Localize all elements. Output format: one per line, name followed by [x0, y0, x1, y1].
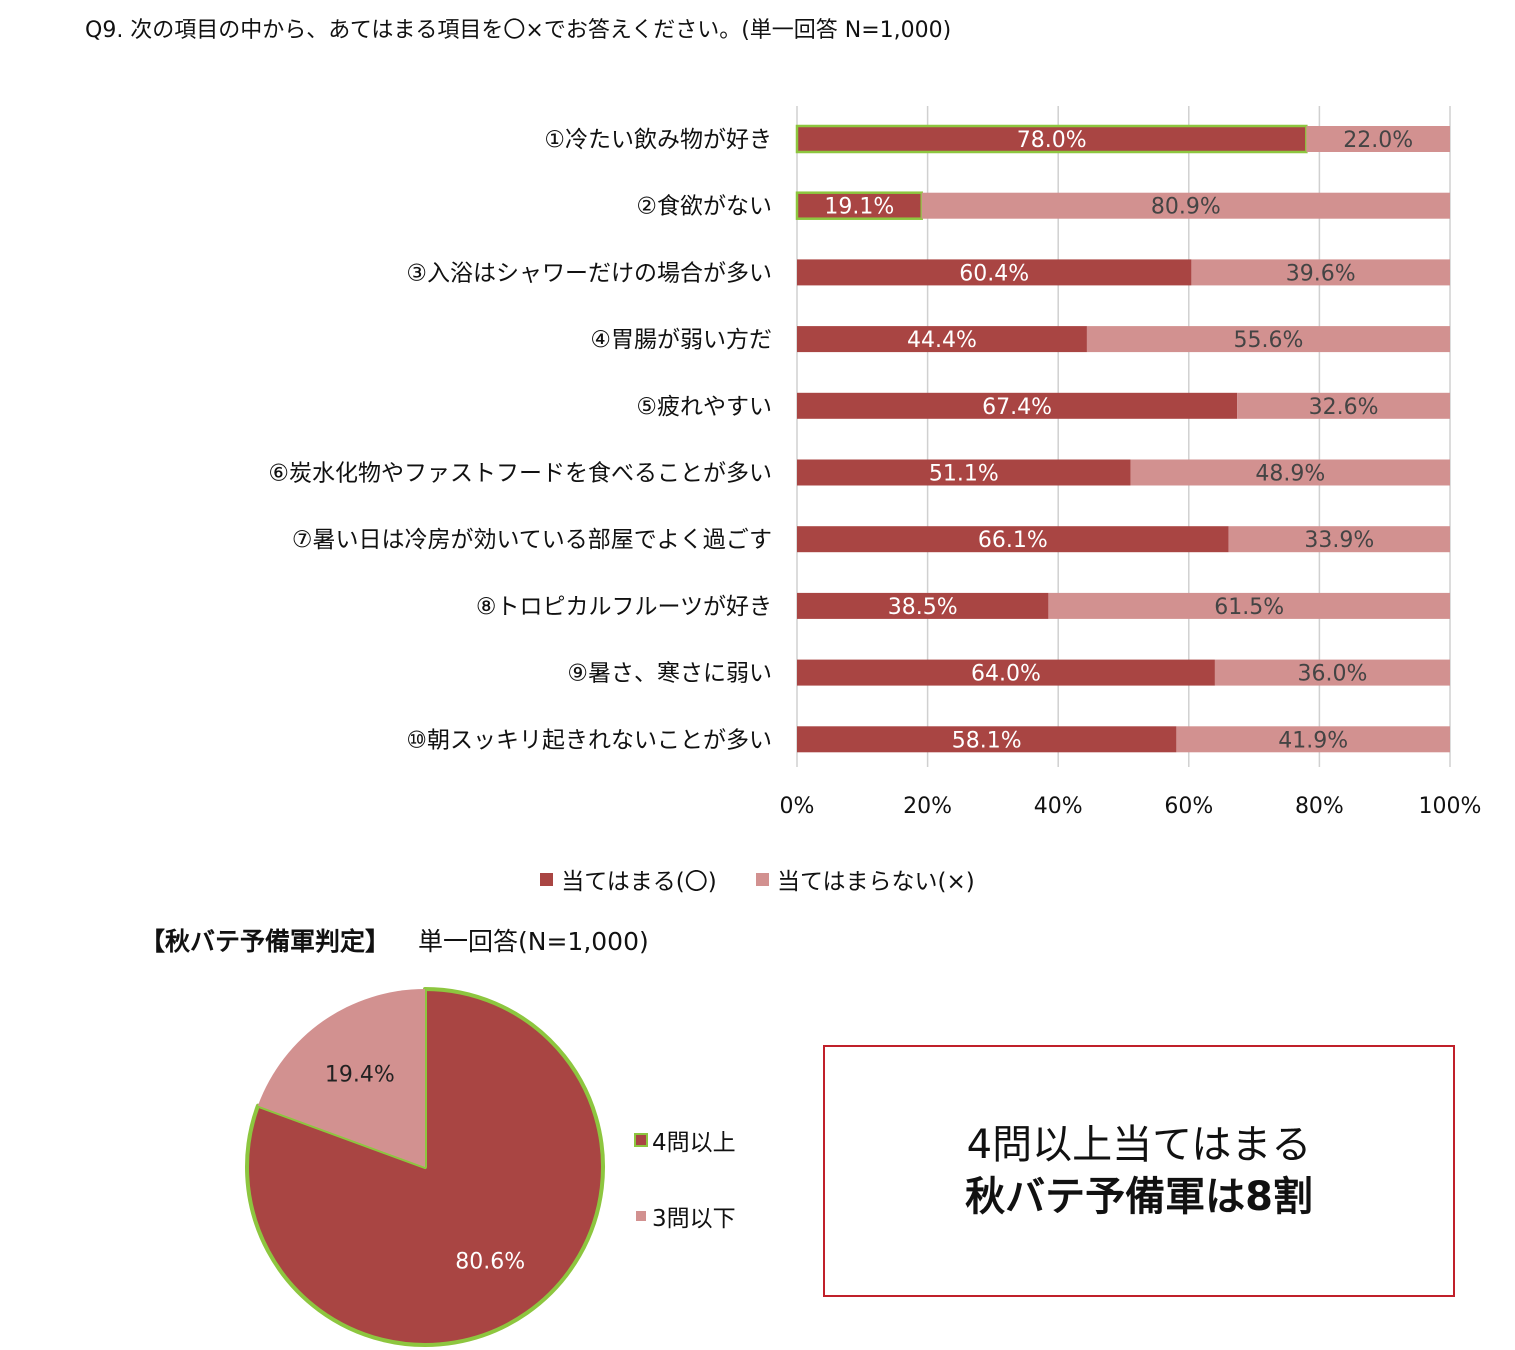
pie-slice-3minus: [257, 989, 425, 1167]
bar-segment-no: [1130, 459, 1450, 486]
pie-title-block: 【秋バテ予備軍判定】 単一回答(N=1,000): [140, 922, 649, 958]
bar-segment-no: [1048, 592, 1450, 619]
category-label: ⑥炭水化物やファストフードを食べることが多い: [268, 461, 772, 487]
bar-segment-yes: [795, 191, 923, 220]
bar-segment-yes: [797, 592, 1049, 619]
bar-segment-no: [921, 192, 1450, 219]
stacked-bar-chart: 0% 20% 40% 60% 80% 100% ①冷たい飲み物が好き 78.0% 22.0% ②食…: [268, 106, 1482, 819]
legend-swatch-no: [756, 872, 770, 886]
bar-chart-legend: 当てはまる(〇) 当てはまらない(×): [0, 862, 1515, 896]
bar-segment-no: [1228, 526, 1450, 553]
callout-line-2: 秋バテ予備軍は8割: [965, 1174, 1313, 1220]
bar-segment-no: [1086, 326, 1450, 353]
category-label: ⑤疲れやすい: [636, 394, 772, 420]
data-label-no: 32.6%: [1309, 395, 1379, 420]
pie-legend-label-4plus: 4問以上: [652, 1130, 736, 1156]
pie-slice-4plus: [245, 987, 605, 1347]
bar-segment-yes: [797, 459, 1131, 486]
data-label-yes: 64.0%: [971, 662, 1041, 687]
x-tick-label: 20%: [903, 794, 952, 819]
category-label: ③入浴はシャワーだけの場合が多い: [406, 260, 772, 286]
data-label-no: 33.9%: [1304, 528, 1374, 553]
x-tick-label: 40%: [1034, 794, 1083, 819]
pie-legend-swatch-3minus: [636, 1211, 646, 1221]
category-label: ④胃腸が弱い方だ: [590, 327, 772, 353]
bar-segment-no: [1306, 126, 1450, 152]
pie-label-4plus: 80.6%: [455, 1249, 525, 1274]
pie-legend-item-4plus: 4問以上: [634, 1125, 736, 1156]
data-label-yes: 58.1%: [952, 728, 1022, 753]
pie-chart: 80.6% 19.4%: [245, 987, 605, 1347]
bar-segment-yes: [797, 326, 1087, 353]
data-label-no: 39.6%: [1286, 261, 1356, 286]
data-label-no: 48.9%: [1255, 462, 1325, 487]
bar-segment-no: [1214, 659, 1450, 686]
data-label-no: 22.0%: [1343, 128, 1413, 153]
data-label-yes: 60.4%: [959, 261, 1029, 286]
legend-label-no: 当てはまらない(×): [777, 869, 975, 895]
pie-title: 【秋バテ予備軍判定】: [140, 927, 391, 956]
data-label-yes: 19.1%: [824, 195, 894, 220]
x-tick-label: 80%: [1295, 794, 1344, 819]
data-label-yes: 51.1%: [929, 462, 999, 487]
data-label-no: 80.9%: [1151, 195, 1221, 220]
bar-segment-yes: [797, 392, 1238, 419]
callout-box: 4問以上当てはまる 秋バテ予備軍は8割: [823, 1045, 1455, 1297]
data-label-no: 55.6%: [1234, 328, 1304, 353]
data-label-yes: 38.5%: [888, 595, 958, 620]
callout-line-1: 4問以上当てはまる: [966, 1122, 1312, 1168]
x-tick-label: 60%: [1164, 794, 1213, 819]
x-tick-label: 0%: [780, 794, 815, 819]
data-label-no: 61.5%: [1214, 595, 1284, 620]
legend-label-yes: 当てはまる(〇): [561, 869, 717, 895]
pie-label-3minus: 19.4%: [325, 1063, 395, 1088]
data-label-yes: 78.0%: [1017, 128, 1087, 153]
data-label-yes: 66.1%: [978, 528, 1048, 553]
data-label-no: 36.0%: [1298, 662, 1368, 687]
legend-item-no: 当てはまらない(×): [756, 862, 975, 896]
data-label-yes: 67.4%: [982, 395, 1052, 420]
legend-swatch-yes: [540, 872, 554, 886]
category-label: ①冷たい飲み物が好き: [544, 127, 772, 153]
category-label: ⑩朝スッキリ起きれないことが多い: [406, 727, 772, 753]
x-tick-label: 100%: [1419, 794, 1482, 819]
pie-legend-label-3minus: 3問以下: [652, 1206, 736, 1232]
bar-segment-no: [1176, 726, 1450, 753]
bar-segment-yes: [797, 726, 1177, 753]
question-title: Q9. 次の項目の中から、あてはまる項目を〇×でお答えください。(単一回答 N=…: [85, 18, 952, 43]
data-label-yes: 44.4%: [907, 328, 977, 353]
bar-segment-no: [1191, 259, 1450, 286]
pie-subtitle: 単一回答(N=1,000): [418, 927, 649, 956]
category-label: ⑧トロピカルフルーツが好き: [476, 594, 772, 620]
pie-chart-legend: 4問以上 3問以下: [634, 1125, 736, 1277]
pie-legend-swatch-4plus: [634, 1133, 648, 1147]
data-label-no: 41.9%: [1278, 728, 1348, 753]
category-label: ⑨暑さ、寒さに弱い: [567, 661, 772, 687]
category-label: ⑦暑い日は冷房が効いている部屋でよく過ごす: [292, 527, 772, 553]
category-label: ②食欲がない: [636, 194, 772, 220]
bar-segment-yes: [797, 259, 1192, 286]
bar-segment-no: [1237, 392, 1450, 419]
legend-item-yes: 当てはまる(〇): [540, 862, 717, 896]
bar-segment-yes: [797, 526, 1229, 553]
bar-segment-yes: [797, 659, 1215, 686]
pie-legend-item-3minus: 3問以下: [636, 1201, 736, 1232]
